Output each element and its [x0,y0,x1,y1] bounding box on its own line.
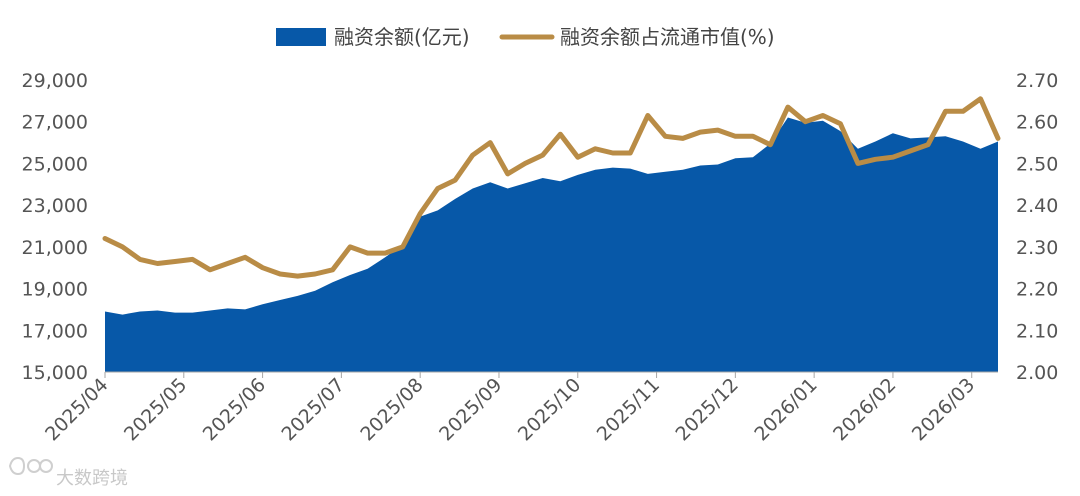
y-right-tick-label: 2.30 [1016,237,1058,259]
x-tick-label: 2025/11 [593,374,664,445]
y-right-tick-label: 2.40 [1016,195,1058,217]
x-tick-label: 2025/10 [514,374,585,445]
y-right-tick-label: 2.70 [1016,70,1058,92]
y-left-tick-label: 15,000 [22,362,88,384]
y-right-tick-label: 2.10 [1016,320,1058,342]
line-path [102,96,1001,279]
y-right-tick-label: 2.20 [1016,279,1058,301]
y-right-tick-label: 2.00 [1016,362,1058,384]
line-series [102,96,1001,279]
x-tick-label: 2026/03 [908,374,979,445]
x-tick-label: 2025/06 [199,374,270,445]
watermark: 大数跨境 [8,456,128,489]
y-left-tick-label: 19,000 [22,279,88,301]
y-axis-left: 15,000 17,000 19,000 21,000 23,000 25,000 27,0… [22,70,88,384]
legend-label-area: 融资余额(亿元) [334,25,470,49]
x-tick-label: 2025/04 [41,374,112,445]
x-tick-label: 2026/01 [750,374,821,445]
y-left-tick-label: 17,000 [22,320,88,342]
legend: 融资余额(亿元) 融资余额占流通市值(%) [276,25,775,49]
area-series [104,117,999,372]
x-tick-label: 2025/05 [120,374,191,445]
area-path [105,117,998,372]
x-axis-labels: 2025/04 2025/05 2025/06 2025/07 2025/08 2025/… [41,374,979,445]
legend-label-line: 融资余额占流通市值(%) [560,25,775,49]
x-tick-label: 2025/09 [435,374,506,445]
y-left-tick-label: 27,000 [22,112,88,134]
legend-swatch-area [276,28,326,46]
y-left-tick-label: 23,000 [22,195,88,217]
y-left-tick-label: 21,000 [22,237,88,259]
y-left-tick-label: 29,000 [22,70,88,92]
x-tick-label: 2025/12 [672,374,743,445]
y-axis-right: 2.00 2.10 2.20 2.30 2.40 2.50 2.60 2.70 [1016,70,1058,384]
y-right-tick-label: 2.50 [1016,153,1058,175]
x-tick-label: 2025/08 [356,374,427,445]
watermark-text: 大数跨境 [56,468,128,489]
watermark-logo-icon [8,456,53,476]
x-tick-label: 2026/02 [829,374,900,445]
x-tick-label: 2025/07 [278,374,349,445]
x-axis [104,371,998,378]
y-left-tick-label: 25,000 [22,153,88,175]
y-right-tick-label: 2.60 [1016,112,1058,134]
